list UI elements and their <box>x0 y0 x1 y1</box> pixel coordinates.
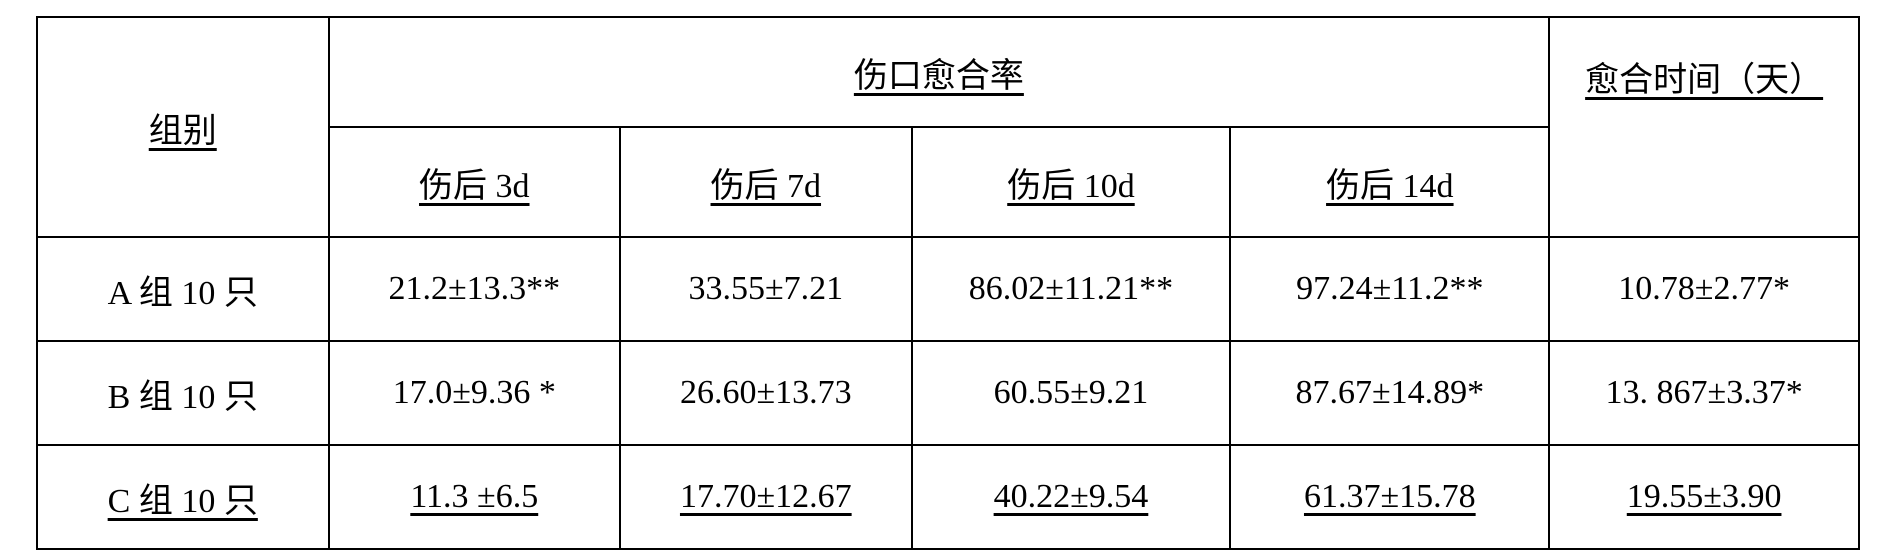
row-c-d10: 40.22±9.54 <box>912 445 1231 549</box>
row-a-d10: 86.02±11.21** <box>912 237 1231 341</box>
cell-text: 97.24±11.2** <box>1296 270 1483 308</box>
col-subheader-10d: 伤后 10d <box>912 127 1231 237</box>
cell-text: A 组 10 只 <box>108 265 258 314</box>
wound-healing-table: 组别 伤口愈合率 愈合时间（天） 伤后 3d 伤后 7d 伤后 10d 伤后 1… <box>36 16 1860 550</box>
cell-text: 17.0±9.36 * <box>393 374 556 412</box>
row-b-d3: 17.0±9.36 * <box>329 341 621 445</box>
row-a-d7: 33.55±7.21 <box>620 237 912 341</box>
row-b-d10: 60.55±9.21 <box>912 341 1231 445</box>
row-b-time: 13. 867±3.37* <box>1549 341 1859 445</box>
cell-text: 13. 867±3.37* <box>1606 374 1803 412</box>
table-row: B 组 10 只 17.0±9.36 * 26.60±13.73 60.55±9… <box>37 341 1859 445</box>
row-c-d14: 61.37±15.78 <box>1230 445 1549 549</box>
cell-text: 19.55±3.90 <box>1627 478 1782 516</box>
row-b-d7: 26.60±13.73 <box>620 341 912 445</box>
row-c-label: C 组 10 只 <box>37 445 329 549</box>
header-group-label: 组别 <box>149 103 217 152</box>
header-rate-label: 伤口愈合率 <box>854 48 1024 97</box>
cell-text: 10.78±2.77* <box>1618 270 1790 308</box>
table-container: 组别 伤口愈合率 愈合时间（天） 伤后 3d 伤后 7d 伤后 10d 伤后 1… <box>0 0 1896 559</box>
table-row: A 组 10 只 21.2±13.3** 33.55±7.21 86.02±11… <box>37 237 1859 341</box>
cell-text: 33.55±7.21 <box>688 270 843 308</box>
row-a-label: A 组 10 只 <box>37 237 329 341</box>
col-header-time: 愈合时间（天） <box>1549 17 1859 237</box>
row-c-d7: 17.70±12.67 <box>620 445 912 549</box>
sub-14d-label: 伤后 14d <box>1326 158 1454 207</box>
row-c-d3: 11.3 ±6.5 <box>329 445 621 549</box>
cell-text: B 组 10 只 <box>108 369 258 418</box>
cell-text: 87.67±14.89* <box>1295 374 1484 412</box>
cell-text: 61.37±15.78 <box>1304 478 1476 516</box>
cell-text: 40.22±9.54 <box>994 478 1149 516</box>
cell-text: C 组 10 只 <box>108 473 258 522</box>
row-b-label: B 组 10 只 <box>37 341 329 445</box>
row-c-time: 19.55±3.90 <box>1549 445 1859 549</box>
row-a-time: 10.78±2.77* <box>1549 237 1859 341</box>
row-b-d14: 87.67±14.89* <box>1230 341 1549 445</box>
row-a-d14: 97.24±11.2** <box>1230 237 1549 341</box>
cell-text: 21.2±13.3** <box>388 270 560 308</box>
row-a-d3: 21.2±13.3** <box>329 237 621 341</box>
sub-10d-label: 伤后 10d <box>1007 158 1135 207</box>
cell-text: 60.55±9.21 <box>994 374 1149 412</box>
col-header-rate: 伤口愈合率 <box>329 17 1550 127</box>
col-subheader-3d: 伤后 3d <box>329 127 621 237</box>
cell-text: 17.70±12.67 <box>680 478 852 516</box>
cell-text: 11.3 ±6.5 <box>410 478 538 516</box>
cell-text: 26.60±13.73 <box>680 374 852 412</box>
table-row: C 组 10 只 11.3 ±6.5 17.70±12.67 40.22±9.5… <box>37 445 1859 549</box>
sub-3d-label: 伤后 3d <box>419 158 530 207</box>
cell-text: 86.02±11.21** <box>969 270 1173 308</box>
col-subheader-7d: 伤后 7d <box>620 127 912 237</box>
sub-7d-label: 伤后 7d <box>711 158 822 207</box>
table-header-row-1: 组别 伤口愈合率 愈合时间（天） <box>37 17 1859 127</box>
col-subheader-14d: 伤后 14d <box>1230 127 1549 237</box>
header-time-label: 愈合时间（天） <box>1585 52 1823 101</box>
col-header-group: 组别 <box>37 17 329 237</box>
